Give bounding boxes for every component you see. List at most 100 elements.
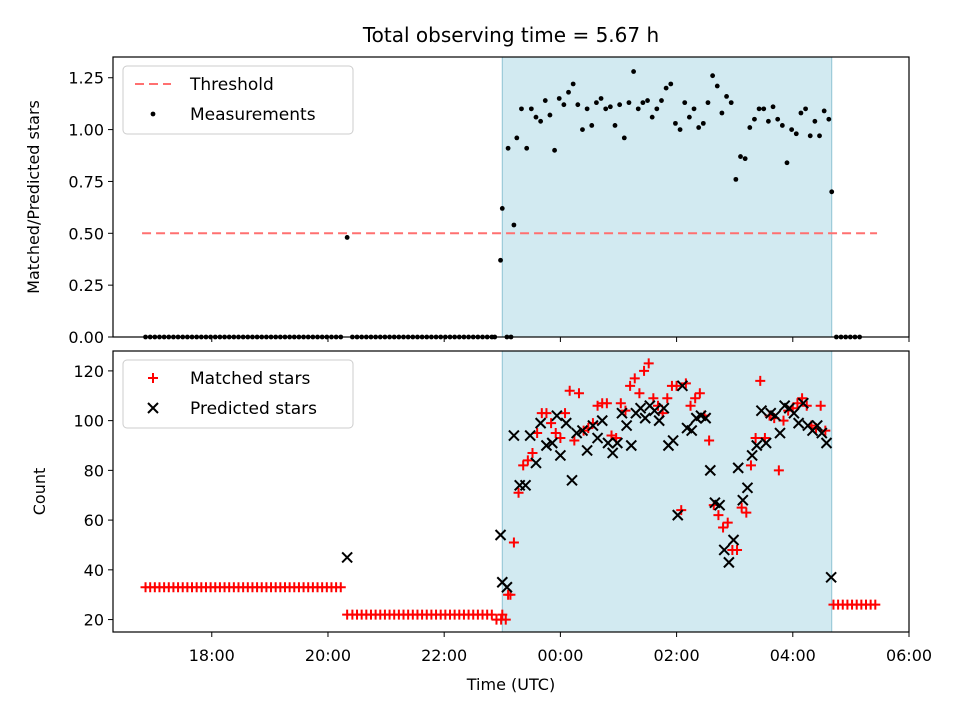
- series-predicted-stars: [341, 380, 837, 593]
- axes-frame: [112, 56, 910, 338]
- data-point: [815, 400, 826, 411]
- data-point: [587, 419, 599, 432]
- data-point: [566, 474, 578, 487]
- data-point: [603, 106, 609, 112]
- data-point: [773, 465, 784, 476]
- data-point: [789, 127, 795, 132]
- data-point: [682, 100, 688, 106]
- legend: Matched stars Predicted stars: [122, 359, 354, 429]
- data-point: [518, 460, 529, 471]
- data-point: [719, 110, 725, 116]
- data-point: [792, 417, 805, 429]
- y-tick-label: 1.00: [68, 121, 104, 140]
- data-point: [718, 522, 729, 533]
- series-measurements: [143, 69, 863, 340]
- data-point: [811, 419, 823, 432]
- data-point: [550, 428, 561, 439]
- data-point: [643, 358, 654, 369]
- panel-2: 20 40 60 80 100 120 Count 18:00 20:00 22:00 00:00 0…: [30, 350, 932, 665]
- data-point: [714, 83, 720, 89]
- data-point: [341, 551, 353, 564]
- x-axis-label: Time (UTC): [466, 675, 555, 694]
- data-point: [575, 102, 581, 108]
- data-point: [629, 373, 640, 384]
- data-point: [662, 393, 673, 404]
- data-point: [741, 507, 752, 518]
- data-point: [639, 412, 651, 424]
- data-point: [499, 206, 505, 211]
- data-point: [724, 94, 729, 99]
- data-point: [770, 104, 776, 110]
- data-point: [611, 437, 624, 449]
- observing-window-band: [501, 56, 833, 338]
- data-point: [741, 482, 754, 494]
- x-tick-label: 02:00: [654, 646, 700, 665]
- data-point: [514, 135, 520, 141]
- data-point: [560, 408, 571, 419]
- data-point: [746, 449, 758, 462]
- data-point: [736, 502, 747, 513]
- data-point: [524, 145, 530, 151]
- data-point: [685, 400, 696, 411]
- data-point: [738, 154, 743, 159]
- data-point: [589, 123, 595, 128]
- data-point: [635, 106, 641, 112]
- data-point: [513, 487, 524, 498]
- data-point: [732, 544, 743, 555]
- data-point: [494, 529, 507, 541]
- data-point: [747, 125, 753, 130]
- data-point: [798, 110, 804, 116]
- data-point: [511, 222, 517, 228]
- data-point: [705, 100, 711, 106]
- data-point: [829, 189, 835, 195]
- y-tick-label: 1.25: [68, 69, 104, 88]
- data-point: [533, 114, 539, 120]
- data-point: [522, 455, 533, 466]
- legend-matched-swatch: [148, 373, 158, 383]
- data-point: [775, 116, 781, 122]
- legend-box: [122, 65, 354, 135]
- data-point: [676, 380, 689, 392]
- legend: Threshold Measurements: [122, 65, 354, 135]
- data-point: [620, 419, 633, 432]
- y-tick-label: 0.50: [68, 224, 104, 243]
- data-point: [596, 414, 608, 427]
- data-point: [760, 437, 772, 449]
- data-point: [699, 412, 712, 424]
- data-point: [713, 510, 724, 521]
- data-point: [508, 537, 519, 548]
- data-point: [584, 106, 590, 112]
- data-point: [756, 106, 762, 112]
- data-point: [779, 123, 785, 128]
- series-matched-stars: [140, 358, 881, 625]
- data-point: [570, 427, 583, 439]
- data-point: [580, 127, 585, 132]
- data-point: [527, 447, 538, 458]
- data-point: [594, 100, 599, 106]
- data-point: [534, 417, 547, 429]
- x-tick-label: 18:00: [189, 646, 235, 665]
- data-point: [803, 106, 808, 112]
- data-point: [631, 69, 636, 74]
- data-point: [733, 176, 739, 182]
- data-point: [694, 388, 705, 399]
- y-tick-label: 0.00: [68, 328, 104, 347]
- data-point: [556, 96, 562, 101]
- data-point: [497, 609, 508, 620]
- data-point: [817, 133, 822, 139]
- data-point: [552, 147, 557, 153]
- data-point: [793, 131, 799, 137]
- data-point: [672, 509, 684, 521]
- data-point: [501, 581, 513, 593]
- data-point: [713, 499, 726, 511]
- data-point: [569, 435, 580, 446]
- data-point: [769, 409, 782, 422]
- data-point: [542, 98, 548, 103]
- y-tick-label: 20: [84, 611, 104, 630]
- data-point: [566, 89, 571, 95]
- data-point: [503, 589, 514, 600]
- data-point: [812, 118, 818, 124]
- legend-label: Threshold: [189, 75, 274, 95]
- data-point: [538, 118, 544, 124]
